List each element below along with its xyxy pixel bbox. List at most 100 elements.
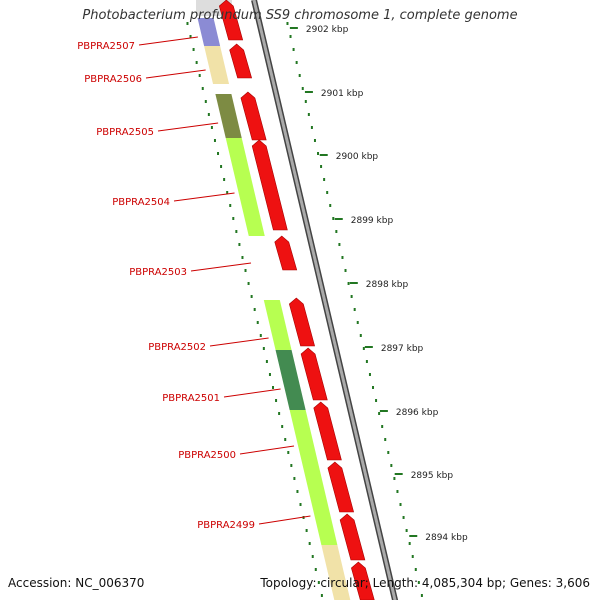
gene-leader-line bbox=[258, 515, 311, 525]
scale-tick bbox=[220, 165, 223, 168]
scale-tick bbox=[396, 490, 399, 493]
gene-leader-line bbox=[138, 36, 198, 46]
scale-tick bbox=[192, 48, 195, 51]
gene-label: PBPRA2504 bbox=[112, 197, 170, 208]
scale-tick bbox=[320, 165, 323, 168]
gene-label: PBPRA2502 bbox=[148, 342, 206, 353]
scale-tick bbox=[186, 22, 189, 25]
gene-leader-line bbox=[190, 262, 252, 272]
scale-tick bbox=[390, 464, 393, 467]
scale-tick bbox=[420, 594, 423, 597]
gene-leader-line bbox=[173, 192, 235, 202]
scale-tick bbox=[362, 347, 365, 350]
scale-tick bbox=[359, 334, 362, 337]
feature-block bbox=[263, 300, 292, 350]
gene-label: PBPRA2499 bbox=[197, 520, 255, 531]
scale-tick bbox=[223, 178, 226, 181]
gene-label: PBPRA2505 bbox=[96, 127, 154, 138]
scale-tick bbox=[387, 451, 390, 454]
scale-tick bbox=[408, 542, 411, 545]
scale-tick bbox=[323, 178, 326, 181]
scale-tick bbox=[278, 412, 281, 415]
scale-tick bbox=[384, 438, 387, 441]
scale-tick bbox=[256, 321, 259, 324]
scale-tick bbox=[320, 594, 323, 597]
feature-block bbox=[289, 410, 338, 545]
scale-tick bbox=[217, 152, 220, 155]
scale-tick bbox=[305, 529, 308, 532]
gene-label: PBPRA2503 bbox=[129, 267, 187, 278]
scale-tick bbox=[372, 386, 375, 389]
scale-label: 2895 kbp bbox=[411, 471, 454, 481]
scale-tick bbox=[332, 217, 335, 220]
scale-tick bbox=[272, 386, 275, 389]
scale-tick bbox=[335, 230, 338, 233]
scale-label: 2898 kbp bbox=[366, 280, 409, 290]
scale-tick bbox=[307, 113, 310, 116]
feature-block bbox=[275, 350, 306, 410]
scale-label: 2896 kbp bbox=[396, 408, 439, 418]
scale-tick bbox=[253, 308, 256, 311]
scale-tick bbox=[281, 425, 284, 428]
scale-tick bbox=[250, 295, 253, 298]
scale-label: 2894 kbp bbox=[425, 533, 468, 543]
scale-tick bbox=[405, 529, 408, 532]
scale-label: 2897 kbp bbox=[381, 344, 424, 354]
scale-tick bbox=[262, 347, 265, 350]
scale-tick bbox=[275, 399, 278, 402]
scale-tick bbox=[296, 490, 299, 493]
scale-tick bbox=[313, 139, 316, 142]
gene-leader-line bbox=[157, 122, 219, 132]
scale-tick bbox=[213, 139, 216, 142]
scale-tick bbox=[290, 464, 293, 467]
gene-leader-line bbox=[145, 69, 206, 79]
scale-tick bbox=[317, 581, 320, 584]
scale-tick bbox=[198, 74, 201, 77]
feature-block bbox=[204, 46, 230, 84]
scale-tick bbox=[284, 438, 287, 441]
accession-text: Accession: NC_006370 bbox=[8, 576, 145, 590]
scale-tick bbox=[268, 373, 271, 376]
scale-tick bbox=[292, 48, 295, 51]
scale-tick bbox=[259, 334, 262, 337]
scale-tick bbox=[417, 581, 420, 584]
scale-tick bbox=[368, 373, 371, 376]
scale-tick bbox=[375, 399, 378, 402]
scale-tick bbox=[265, 360, 268, 363]
scale-tick bbox=[241, 256, 244, 259]
scale-tick bbox=[414, 568, 417, 571]
scale-label: 2900 kbp bbox=[336, 152, 379, 162]
scale-tick bbox=[411, 555, 414, 558]
scale-tick bbox=[308, 542, 311, 545]
scale-tick bbox=[189, 35, 192, 38]
scale-tick bbox=[338, 243, 341, 246]
scale-tick bbox=[353, 308, 356, 311]
gene-arrow bbox=[240, 91, 267, 141]
gene-label: PBPRA2501 bbox=[162, 393, 220, 404]
scale-tick bbox=[402, 516, 405, 519]
scale-tick bbox=[287, 451, 290, 454]
scale-tick bbox=[399, 503, 402, 506]
feature-block bbox=[197, 18, 221, 46]
scale-tick bbox=[229, 204, 232, 207]
gene-arrow bbox=[218, 0, 244, 41]
gene-label: PBPRA2500 bbox=[178, 450, 236, 461]
scale-tick bbox=[304, 100, 307, 103]
scale-tick bbox=[326, 191, 329, 194]
scale-tick bbox=[350, 295, 353, 298]
scale-tick bbox=[235, 230, 238, 233]
scale-tick bbox=[204, 100, 207, 103]
scale-tick bbox=[314, 568, 317, 571]
scale-tick bbox=[293, 477, 296, 480]
scale-tick bbox=[226, 191, 229, 194]
gene-arrow bbox=[351, 561, 375, 601]
scale-tick bbox=[356, 321, 359, 324]
scale-tick bbox=[381, 425, 384, 428]
scale-tick bbox=[393, 477, 396, 480]
gene-leader-line bbox=[223, 388, 281, 398]
scale-tick bbox=[210, 126, 213, 129]
gene-label: PBPRA2506 bbox=[84, 74, 142, 85]
scale-tick bbox=[347, 282, 350, 285]
feature-block bbox=[215, 94, 242, 138]
